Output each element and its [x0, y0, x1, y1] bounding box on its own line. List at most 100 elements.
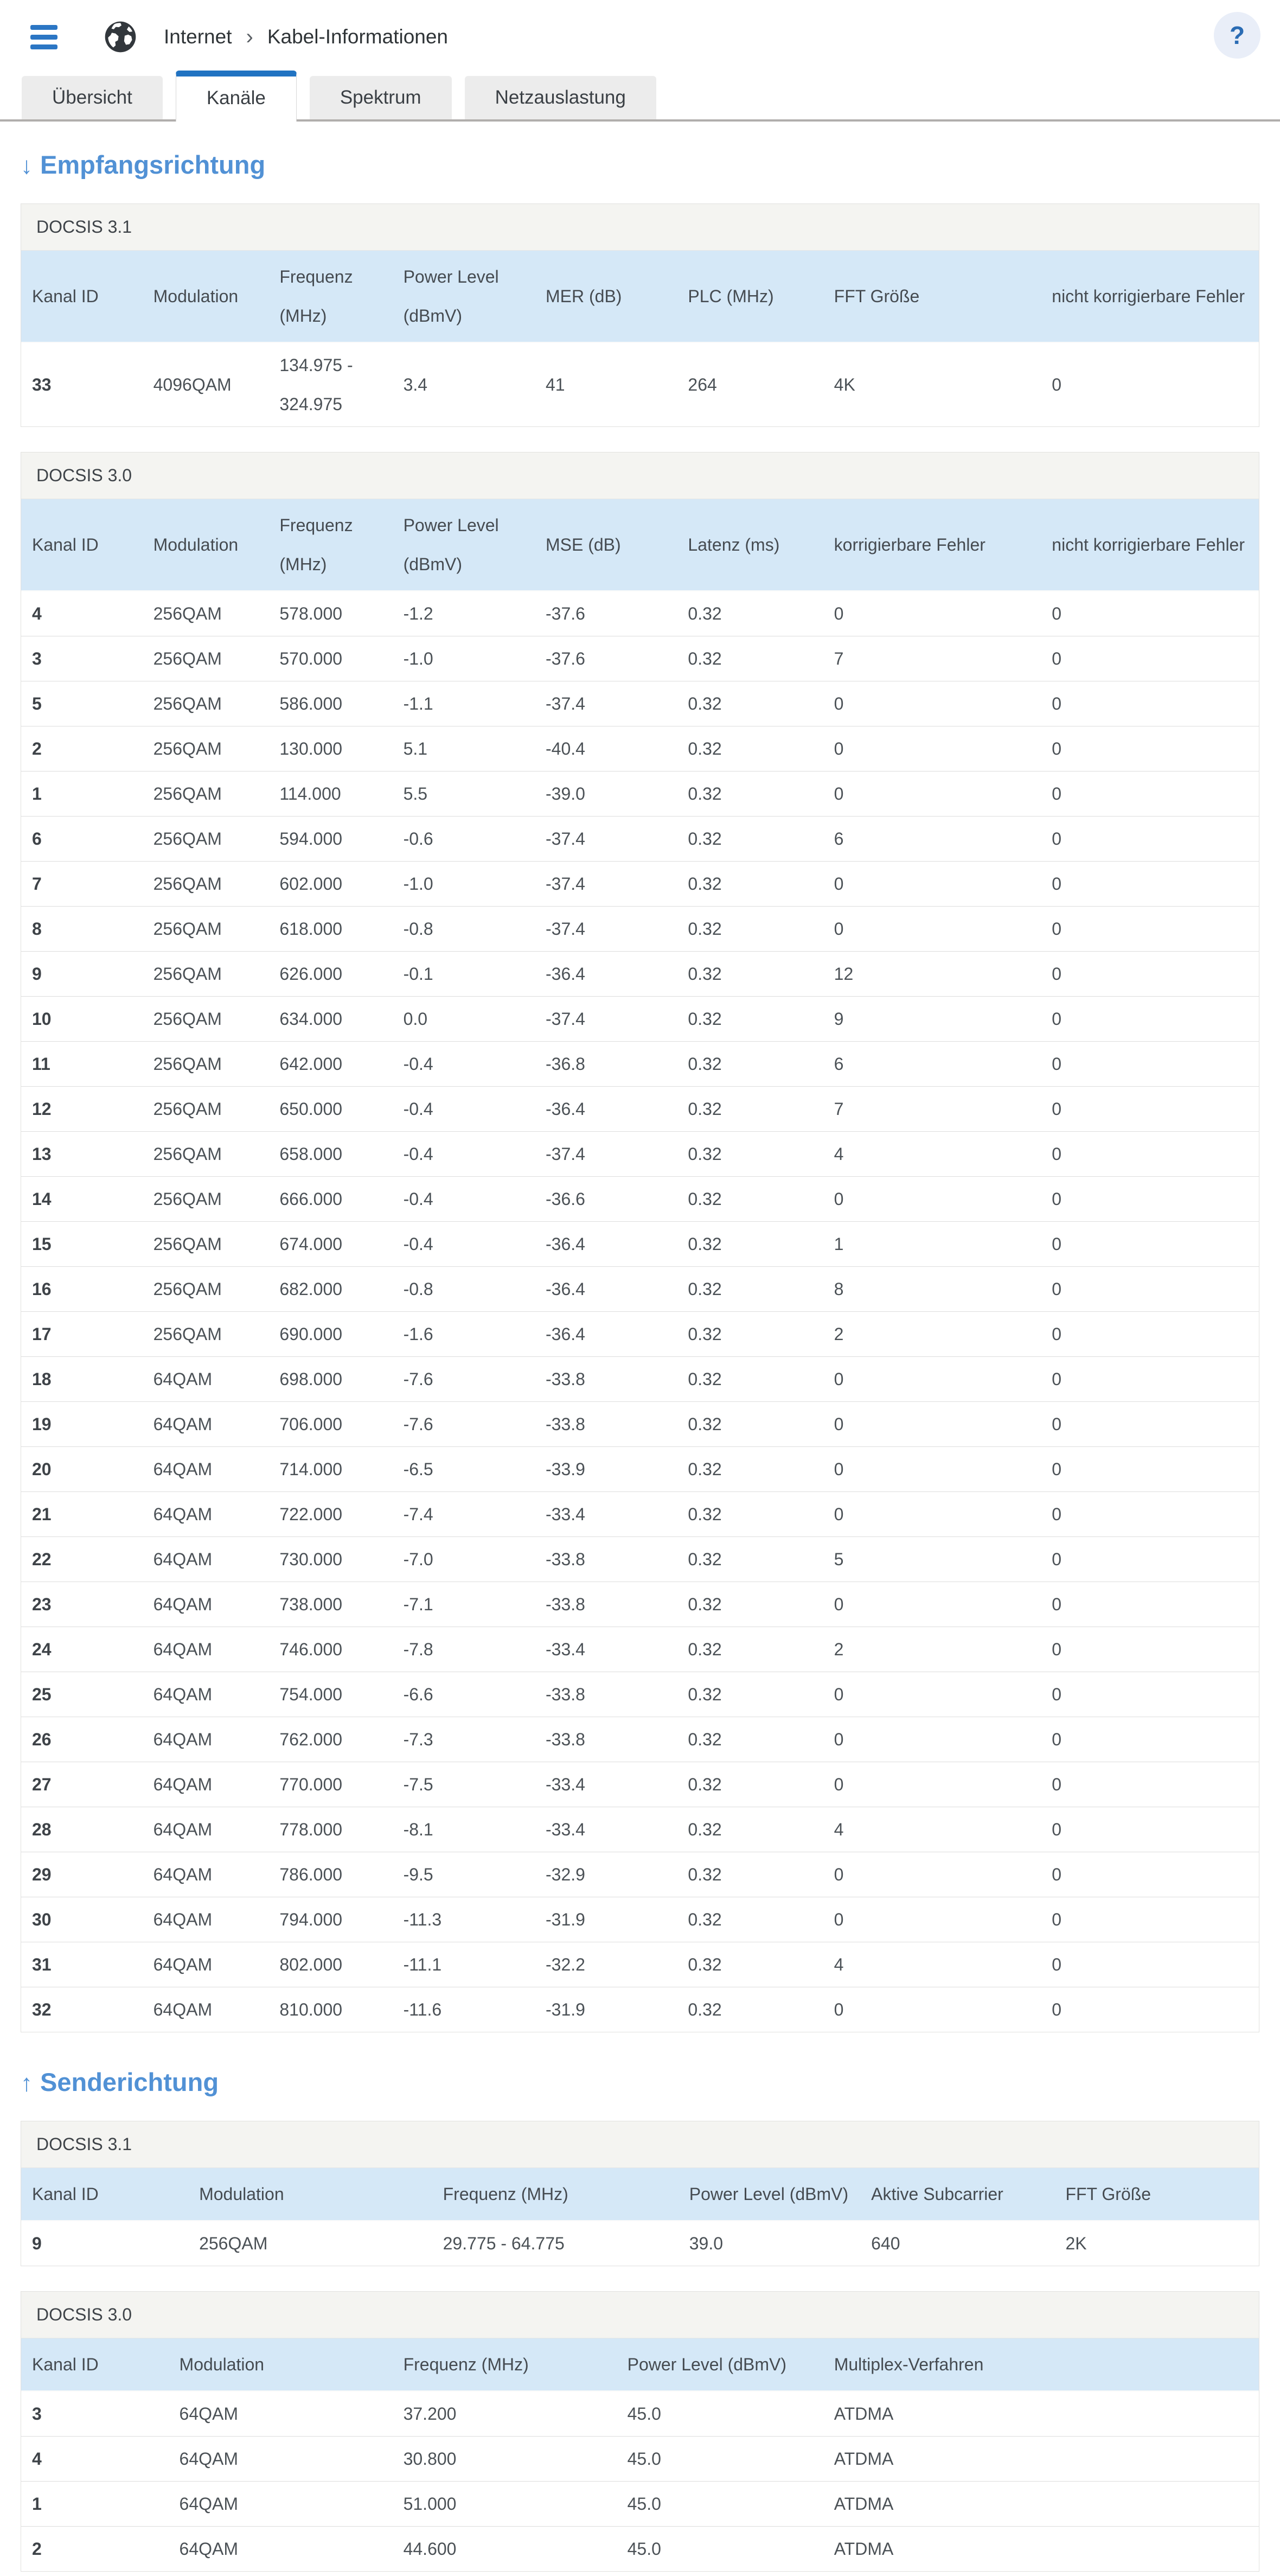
table-cell: 1 [21, 2481, 169, 2527]
table-cell: 0.32 [677, 1897, 823, 1942]
table-cell: 0 [1041, 1762, 1259, 1807]
breadcrumb-section[interactable]: Internet [164, 25, 232, 48]
table-cell: 0 [823, 1446, 1041, 1492]
table-cell: 2K [1054, 2220, 1259, 2266]
table-cell: 51.000 [392, 2481, 617, 2527]
table-cell: -0.4 [392, 1221, 535, 1267]
help-button[interactable]: ? [1214, 12, 1260, 59]
table-row: 5 256QAM 586.000 -1.1 -37.4 0.32 0 0 [21, 681, 1259, 726]
column-header: Modulation [188, 2168, 432, 2221]
table-cell: 8 [823, 1266, 1041, 1312]
table-cell: 810.000 [268, 1987, 393, 2032]
table-cell: 634.000 [268, 996, 393, 1042]
column-header: Frequenz (MHz) [432, 2168, 679, 2221]
app-header: Internet › Kabel-Informationen ? [0, 0, 1280, 60]
column-header: nicht korrigierbare Fehler [1041, 251, 1259, 342]
table-cell: 0 [1041, 1536, 1259, 1582]
table-cell: 5.1 [392, 726, 535, 771]
panel-title: DOCSIS 3.0 [21, 452, 1259, 499]
table-cell: 738.000 [268, 1582, 393, 1627]
tab-spektrum[interactable]: Spektrum [309, 76, 452, 119]
table-cell: 0 [823, 1672, 1041, 1717]
table-cell: 0.32 [677, 1807, 823, 1852]
table-cell: 802.000 [268, 1942, 393, 1987]
table-cell: 0.32 [677, 1672, 823, 1717]
downstream-docsis30-panel: DOCSIS 3.0 Kanal ID Modulation Frequenz (M… [21, 452, 1259, 2032]
table-row: 20 64QAM 714.000 -6.5 -33.9 0.32 0 0 [21, 1446, 1259, 1492]
table-row: 9 256QAM 29.775 - 64.775 39.0 640 2K [21, 2220, 1259, 2266]
table-cell: -7.3 [392, 1717, 535, 1762]
table-row: 2 256QAM 130.000 5.1 -40.4 0.32 0 0 [21, 726, 1259, 771]
table-cell: -33.4 [534, 1491, 677, 1537]
table-cell: 770.000 [268, 1762, 393, 1807]
table-cell: 22 [21, 1536, 143, 1582]
column-header: Modulation [168, 2338, 393, 2391]
table-cell: -37.4 [534, 681, 677, 726]
table-cell: -39.0 [534, 771, 677, 817]
table-cell: -33.8 [534, 1536, 677, 1582]
table-cell: 4K [823, 342, 1041, 426]
table-cell: 570.000 [268, 636, 393, 681]
column-header: Frequenz (MHz) [392, 2338, 617, 2391]
table-cell: 24 [21, 1627, 143, 1672]
table-row: 22 64QAM 730.000 -7.0 -33.8 0.32 5 0 [21, 1536, 1259, 1582]
column-header: Power Level (dBmV) [616, 2338, 823, 2391]
table-cell: 0 [1041, 1942, 1259, 1987]
table-cell: 0.0 [392, 996, 535, 1042]
table-cell: 0 [1041, 906, 1259, 952]
table-cell: 44.600 [392, 2526, 617, 2571]
table-row: 29 64QAM 786.000 -9.5 -32.9 0.32 0 0 [21, 1852, 1259, 1897]
help-question-icon: ? [1229, 21, 1245, 49]
upstream-docsis30-table: Kanal ID Modulation Frequenz (MHz) Power Le… [21, 2338, 1259, 2571]
table-cell: 32 [21, 1987, 143, 2032]
tab-kanaele[interactable]: Kanäle [175, 71, 297, 122]
table-cell: 2 [21, 2526, 169, 2571]
tab-uebersicht[interactable]: Übersicht [22, 76, 163, 119]
table-cell: 0.32 [677, 590, 823, 636]
header-row: Kanal ID Modulation Frequenz (MHz) Power Le… [21, 251, 1259, 342]
table-cell: 9 [21, 951, 143, 997]
table-row: 12 256QAM 650.000 -0.4 -36.4 0.32 7 0 [21, 1086, 1259, 1132]
table-row: 7 256QAM 602.000 -1.0 -37.4 0.32 0 0 [21, 861, 1259, 907]
table-cell: 0 [823, 1491, 1041, 1537]
downstream-docsis31-panel: DOCSIS 3.1 Kanal ID Modulation Frequenz (M… [21, 203, 1259, 427]
table-cell: -6.6 [392, 1672, 535, 1717]
table-cell: 0 [1041, 1311, 1259, 1357]
table-cell: 25 [21, 1672, 143, 1717]
table-cell: 256QAM [142, 771, 269, 817]
table-cell: 4 [823, 1807, 1041, 1852]
table-cell: 642.000 [268, 1041, 393, 1087]
table-cell: 0 [823, 861, 1041, 907]
table-cell: 786.000 [268, 1852, 393, 1897]
table-cell: 23 [21, 1582, 143, 1627]
tab-netzauslastung[interactable]: Netzauslastung [464, 76, 656, 119]
table-cell: 0.32 [677, 951, 823, 997]
table-cell: -37.6 [534, 590, 677, 636]
table-cell: -1.1 [392, 681, 535, 726]
table-cell: 0 [823, 1356, 1041, 1402]
table-cell: 10 [21, 996, 143, 1042]
table-cell: 0 [823, 1582, 1041, 1627]
table-cell: 0 [1041, 681, 1259, 726]
table-cell: -37.6 [534, 636, 677, 681]
table-cell: 0 [1041, 1717, 1259, 1762]
table-cell: -1.0 [392, 636, 535, 681]
hamburger-menu-icon[interactable] [30, 24, 57, 49]
table-cell: 0 [1041, 771, 1259, 817]
table-cell: 114.000 [268, 771, 393, 817]
globe-icon [102, 18, 139, 55]
hamburger-bar [30, 44, 57, 49]
table-cell: 4096QAM [142, 342, 269, 426]
table-row: 13 256QAM 658.000 -0.4 -37.4 0.32 4 0 [21, 1131, 1259, 1177]
table-cell: -36.4 [534, 1311, 677, 1357]
column-header: Latenz (ms) [677, 499, 823, 591]
table-cell: 256QAM [142, 996, 269, 1042]
table-cell: 256QAM [142, 951, 269, 997]
table-cell: 0.32 [677, 636, 823, 681]
table-cell: 28 [21, 1807, 143, 1852]
table-cell: 134.975 - 324.975 [268, 342, 393, 426]
table-cell: 256QAM [142, 1221, 269, 1267]
column-header: Kanal ID [21, 251, 143, 342]
table-cell: 0.32 [677, 1086, 823, 1132]
table-cell: -0.8 [392, 906, 535, 952]
